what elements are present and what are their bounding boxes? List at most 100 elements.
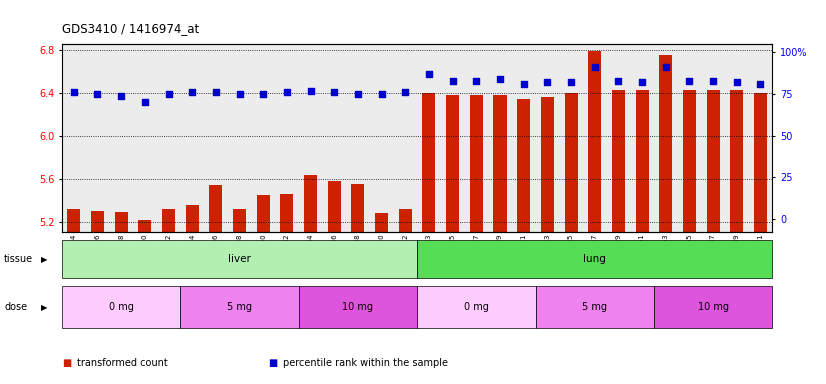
Bar (186, 205, 199, 232)
Bar (299, 44, 322, 232)
Bar (512, 44, 535, 232)
Text: 10 mg: 10 mg (698, 302, 729, 312)
Point (280, 89, 293, 96)
Point (517, 81, 530, 87)
Text: 0 mg: 0 mg (464, 302, 489, 312)
Bar (304, 175, 317, 232)
Bar (328, 181, 341, 232)
Point (328, 89, 341, 96)
Bar (157, 44, 180, 232)
Point (233, 91, 246, 97)
Bar (446, 95, 459, 232)
Point (446, 78, 459, 84)
Text: dose: dose (4, 302, 27, 312)
Bar (257, 195, 270, 232)
Bar (62, 44, 86, 232)
Point (351, 91, 364, 97)
Text: lung: lung (583, 254, 606, 264)
Bar (115, 212, 128, 232)
Bar (654, 286, 772, 328)
Bar (441, 44, 464, 232)
Bar (209, 185, 222, 232)
Bar (62, 286, 180, 328)
Bar (138, 220, 151, 232)
Bar (464, 44, 488, 232)
Point (588, 65, 601, 71)
Bar (654, 44, 677, 232)
Point (659, 65, 672, 71)
Bar (109, 44, 133, 232)
Point (754, 81, 767, 87)
Point (541, 79, 554, 86)
Point (115, 93, 128, 99)
Bar (375, 213, 388, 232)
Bar (233, 209, 246, 232)
Bar (517, 99, 530, 232)
Point (422, 71, 435, 77)
Point (564, 79, 577, 86)
Bar (754, 93, 767, 232)
Point (67, 89, 80, 96)
Text: 10 mg: 10 mg (343, 302, 373, 312)
Bar (399, 209, 412, 232)
Point (635, 79, 648, 86)
Point (138, 99, 151, 106)
Text: 0 mg: 0 mg (109, 302, 134, 312)
Bar (228, 44, 251, 232)
Bar (133, 44, 157, 232)
Point (209, 89, 222, 96)
Bar (322, 44, 346, 232)
Bar (280, 194, 293, 232)
Text: ▶: ▶ (40, 303, 47, 312)
Point (375, 91, 388, 97)
Bar (470, 95, 483, 232)
Bar (204, 44, 228, 232)
Bar (635, 90, 648, 232)
Bar (62, 240, 417, 278)
Text: transformed count: transformed count (77, 358, 168, 368)
Bar (706, 90, 719, 232)
Bar (370, 44, 393, 232)
Point (91, 91, 104, 97)
Bar (251, 44, 275, 232)
Point (399, 89, 412, 96)
Point (612, 78, 625, 84)
Bar (541, 97, 554, 232)
Bar (725, 44, 748, 232)
Text: 5 mg: 5 mg (582, 302, 607, 312)
Bar (683, 90, 696, 232)
Bar (564, 93, 577, 232)
Point (706, 78, 719, 84)
Bar (701, 44, 725, 232)
Point (730, 79, 743, 86)
Text: ■: ■ (268, 358, 278, 368)
Bar (162, 209, 175, 232)
Point (493, 76, 506, 82)
Bar (559, 44, 583, 232)
Bar (488, 44, 512, 232)
Text: 5 mg: 5 mg (227, 302, 252, 312)
Bar (346, 44, 370, 232)
Bar (535, 44, 559, 232)
Text: GDS3410 / 1416974_at: GDS3410 / 1416974_at (62, 22, 199, 35)
Bar (417, 44, 441, 232)
Bar (535, 286, 654, 328)
Bar (417, 240, 772, 278)
Text: ■: ■ (62, 358, 71, 368)
Bar (351, 184, 364, 232)
Point (162, 91, 175, 97)
Text: ▶: ▶ (40, 255, 47, 264)
Bar (86, 44, 109, 232)
Point (304, 88, 317, 94)
Point (257, 91, 270, 97)
Bar (417, 286, 535, 328)
Bar (630, 44, 654, 232)
Bar (299, 286, 417, 328)
Text: tissue: tissue (4, 254, 33, 264)
Point (186, 89, 199, 96)
Point (683, 78, 696, 84)
Bar (748, 44, 772, 232)
Bar (606, 44, 630, 232)
Bar (180, 286, 299, 328)
Bar (275, 44, 299, 232)
